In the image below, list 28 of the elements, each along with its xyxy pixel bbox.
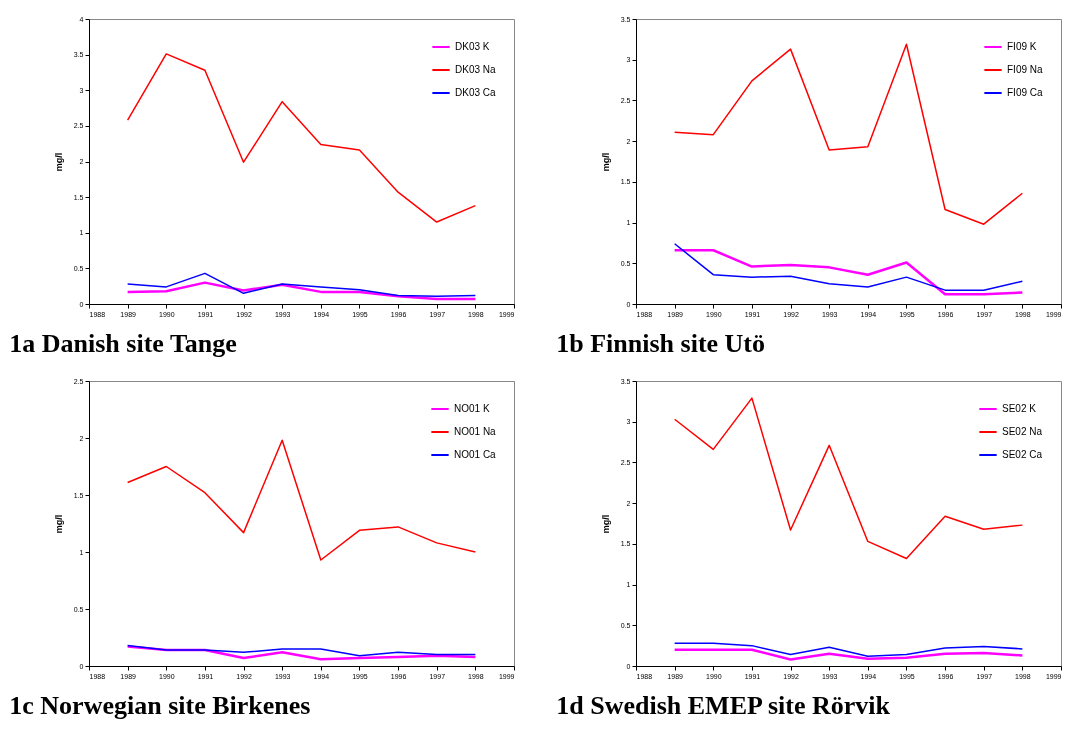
text: 1b Finnish site Utö (556, 329, 766, 358)
y-axis-title: mg/l (53, 514, 64, 534)
legend-label: FI09 Ca (1007, 87, 1044, 98)
legend-label: FI09 K (1007, 41, 1037, 52)
y-axis-title: mg/l (600, 152, 611, 172)
legend-label: DK03 K (455, 41, 490, 52)
legend-label: SE02 K (1002, 403, 1037, 414)
text: 1d Swedish EMEP site Rörvik (556, 691, 891, 720)
legend-label: DK03 Na (455, 64, 497, 75)
y-axis-title: mg/l (600, 514, 611, 534)
line-series (673, 648, 1024, 661)
line-series (673, 397, 1024, 560)
legend-label: SE02 Ca (1002, 449, 1043, 460)
legend-label: DK03 Ca (455, 87, 497, 98)
line-series (673, 249, 1024, 296)
line-series (126, 272, 477, 297)
y-axis-title: mg/l (53, 152, 64, 172)
legend-label: NO01 K (454, 403, 490, 414)
line-series (126, 281, 477, 301)
text: 1c Norwegian site Birkenes (9, 691, 311, 720)
line-series (126, 644, 477, 657)
line-series (673, 642, 1024, 657)
line-series (673, 242, 1024, 291)
legend-label: NO01 Ca (454, 449, 497, 460)
legend-label: SE02 Na (1002, 426, 1043, 437)
text: 1a Danish site Tange (9, 329, 237, 358)
legend-label: NO01 Na (454, 426, 497, 437)
legend-label: FI09 Na (1007, 64, 1044, 75)
